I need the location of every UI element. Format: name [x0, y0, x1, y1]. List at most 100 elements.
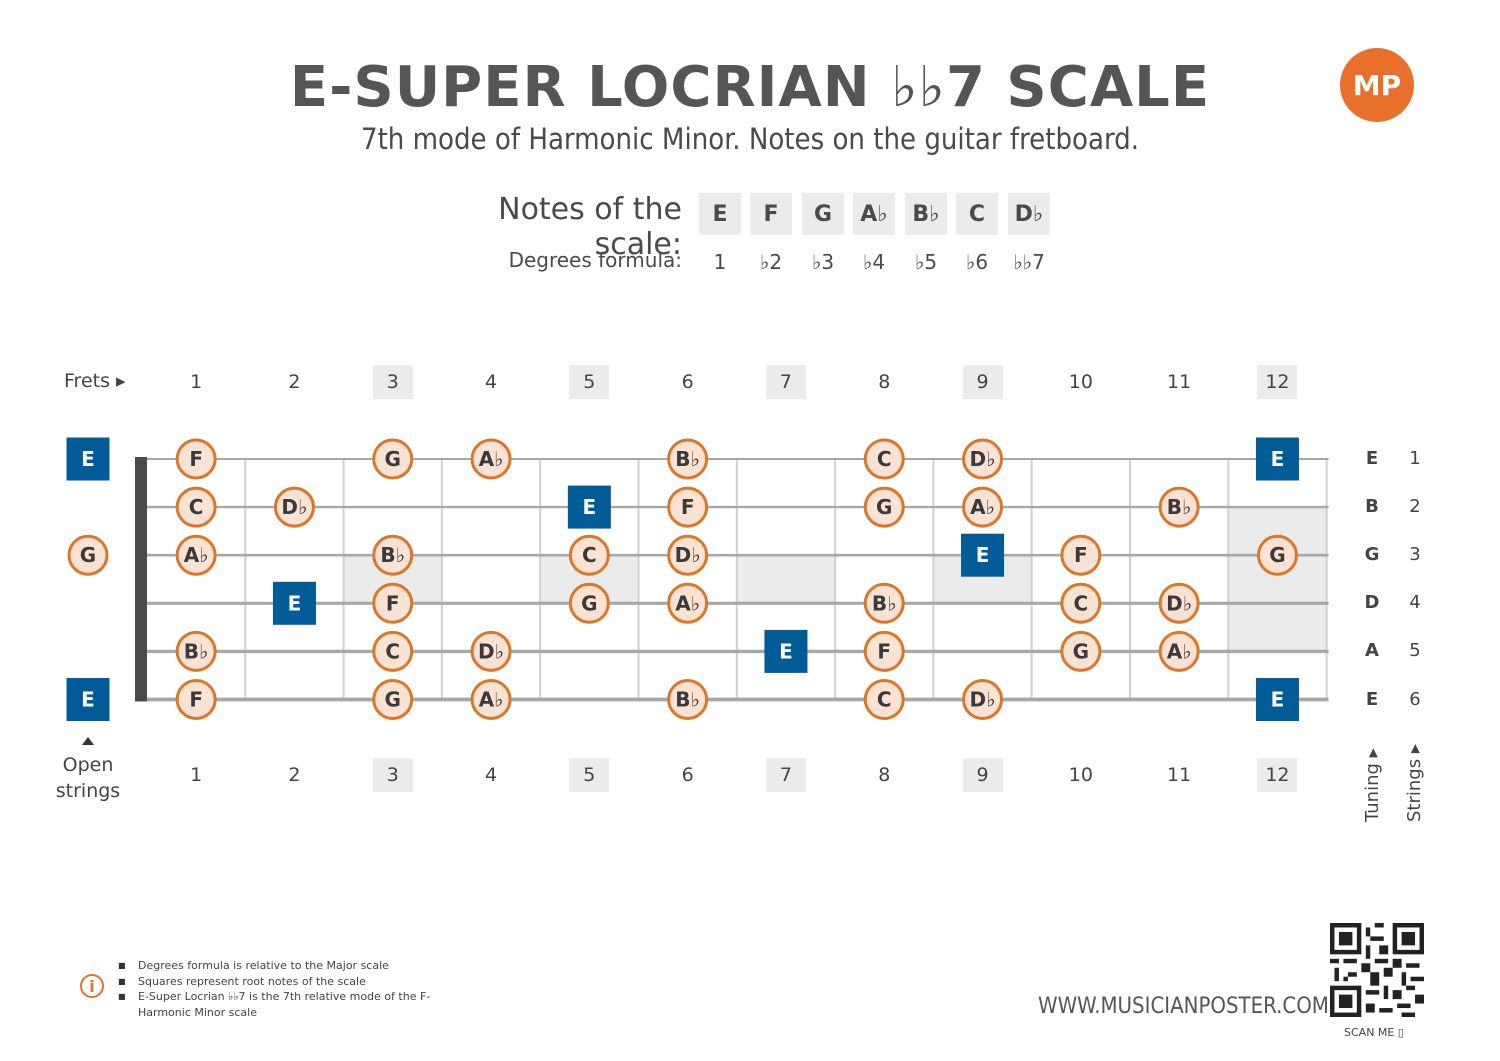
qr-code-icon[interactable] — [1330, 923, 1424, 1017]
fret-number: 12 — [1257, 758, 1298, 792]
note-label: C — [582, 543, 597, 567]
fretboard-nut — [135, 457, 147, 702]
scale-degree: 1 — [713, 250, 727, 274]
fret-number: 2 — [288, 371, 301, 393]
scale-note-circle — [1060, 630, 1102, 672]
footnote: Degrees formula is relative to the Major… — [118, 958, 438, 974]
scale-note-circle — [175, 630, 217, 672]
scale-note-circle — [667, 486, 709, 528]
root-note-square — [1255, 678, 1299, 721]
fret-number: 8 — [878, 371, 891, 393]
note-label: B♭ — [184, 639, 209, 663]
fret-number: 4 — [485, 371, 498, 393]
info-icon: i — [80, 974, 104, 998]
scale-note: F — [750, 193, 792, 235]
scale-note-circle — [372, 679, 414, 720]
note-label: C — [1074, 591, 1089, 615]
scale-note-circle — [863, 630, 905, 672]
note-label: G — [1269, 543, 1285, 567]
fret-inlay — [933, 555, 1032, 604]
scale-note-circle — [863, 438, 905, 480]
note-label: F — [1074, 543, 1088, 567]
scale-note-circle — [372, 630, 414, 672]
scale-note-circle — [962, 486, 1004, 528]
website-link[interactable]: WWW.MUSICIANPOSTER.COM — [1038, 994, 1329, 1019]
string-number: 2 — [1409, 496, 1421, 518]
note-label: F — [877, 639, 891, 663]
note-label: F — [189, 688, 203, 712]
scale-note-circle — [1158, 630, 1200, 672]
fret-number: 7 — [765, 758, 806, 792]
scale-note-circle — [863, 679, 905, 720]
fret-number: 7 — [765, 365, 806, 399]
fret-number: 4 — [485, 764, 498, 786]
tuning-note: A — [1365, 640, 1379, 662]
scale-degree: ♭♭7 — [1013, 250, 1045, 274]
note-label: G — [385, 688, 401, 712]
scale-note-circle — [667, 582, 709, 624]
scale-note-circle — [1060, 534, 1102, 576]
open-strings-label: Open strings — [48, 752, 128, 804]
note-label: E — [1271, 447, 1285, 471]
scale-degree: ♭4 — [862, 250, 886, 274]
scale-degree: ♭3 — [811, 250, 835, 274]
note-label: A♭ — [479, 688, 504, 712]
fret-inlay — [736, 555, 836, 604]
footnotes: Degrees formula is relative to the Major… — [118, 958, 438, 1020]
fret-number: 8 — [878, 764, 891, 786]
brand-logo[interactable]: MP — [1340, 48, 1414, 122]
string-number: 5 — [1409, 640, 1421, 662]
note-label: E — [976, 543, 990, 567]
open-strings-label-line1: Open — [62, 754, 114, 776]
scale-note-circle — [1256, 534, 1298, 576]
scale-note-circle — [175, 534, 217, 576]
tuning-label: Tuning ▸ — [1362, 748, 1383, 822]
fret-number: 9 — [962, 365, 1003, 399]
scale-note-circle — [470, 630, 512, 672]
string-number: 3 — [1409, 544, 1421, 566]
note-label: D♭ — [675, 543, 701, 567]
scale-note: B♭ — [905, 193, 947, 235]
scale-note-circle — [962, 679, 1004, 720]
note-label: F — [386, 591, 400, 615]
note-label: A♭ — [1167, 639, 1192, 663]
note-label: F — [189, 447, 203, 471]
note-label: D♭ — [478, 639, 504, 663]
tuning-note: E — [1365, 448, 1379, 469]
scale-note: D♭ — [1008, 193, 1050, 235]
root-note-square — [1255, 437, 1299, 481]
scale-note-circle — [470, 438, 512, 480]
fret-number: 5 — [569, 365, 610, 399]
scale-note-circle — [273, 486, 315, 528]
scale-note: G — [802, 193, 844, 235]
tuning-note: D — [1364, 592, 1380, 614]
page-subtitle: 7th mode of Harmonic Minor. Notes on the… — [360, 122, 1140, 156]
fret-number: 9 — [962, 758, 1003, 792]
note-label: D♭ — [281, 495, 307, 519]
note-label: E — [1271, 688, 1285, 712]
note-label: F — [681, 495, 695, 519]
scale-note-circle — [470, 679, 512, 720]
note-label: A♭ — [675, 591, 700, 615]
scale-note-circle — [1060, 582, 1102, 624]
open-strings-arrow-icon — [82, 737, 94, 745]
scale-note-circle — [962, 438, 1004, 480]
note-label: E — [288, 591, 302, 615]
note-label: A♭ — [184, 543, 209, 567]
scale-note-circle — [667, 438, 709, 480]
note-label: B♭ — [675, 688, 700, 712]
string-number: 6 — [1409, 688, 1421, 710]
note-label: E — [81, 688, 95, 712]
string-number: 1 — [1409, 448, 1421, 469]
note-label: G — [1073, 639, 1089, 663]
scale-note-circle — [67, 534, 109, 576]
note-label: C — [877, 447, 892, 471]
scale-degree: ♭5 — [914, 250, 938, 274]
note-label: A♭ — [970, 495, 995, 519]
tuning-note: E — [1365, 688, 1379, 710]
scale-note-circle — [1158, 582, 1200, 624]
footnote: Squares represent root notes of the scal… — [118, 974, 438, 990]
tuning-note: B — [1365, 496, 1379, 518]
scale-degree: ♭6 — [965, 250, 989, 274]
root-note-square — [66, 437, 110, 481]
